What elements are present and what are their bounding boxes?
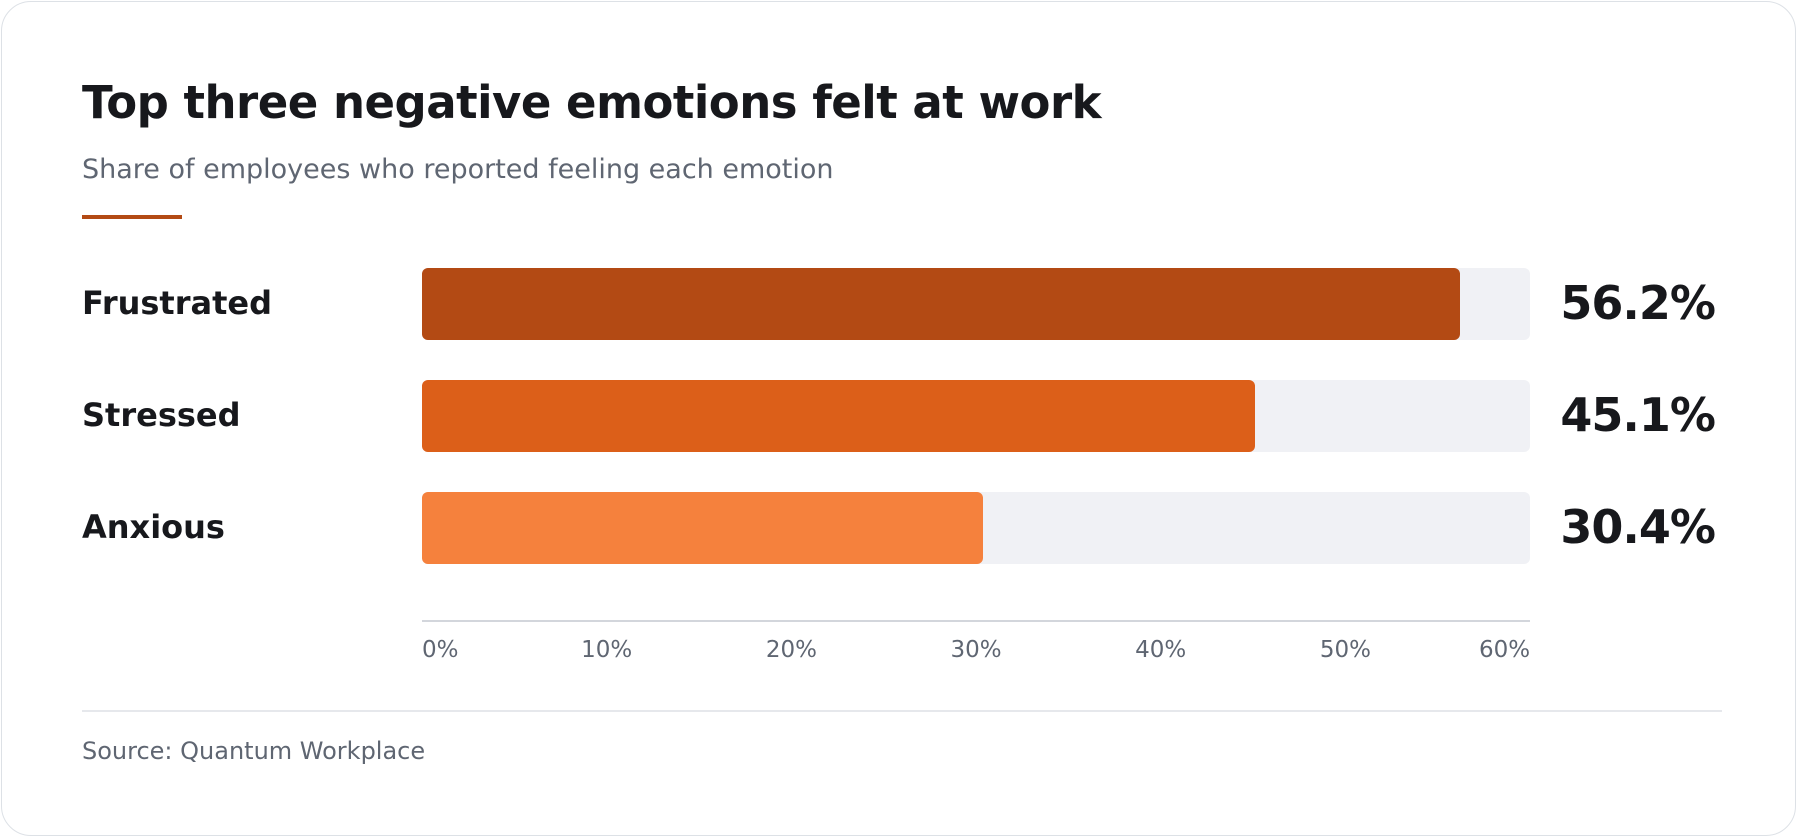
value-label: 56.2% — [1560, 276, 1716, 330]
value-label: 30.4% — [1560, 500, 1716, 554]
bar-anxious — [422, 492, 984, 564]
x-tick-label: 20% — [765, 637, 817, 663]
source-note: Source: Quantum Workplace — [82, 737, 426, 765]
x-axis-line — [422, 620, 1530, 622]
category-label: Stressed — [82, 396, 241, 434]
x-tick-label: 40% — [1135, 637, 1187, 663]
category-label: Frustrated — [82, 284, 272, 322]
chart-subtitle: Share of employees who reported feeling … — [82, 154, 834, 185]
x-tick-label: 60% — [1479, 637, 1531, 663]
x-tick-label: 10% — [581, 637, 633, 663]
footer-divider — [82, 710, 1722, 712]
value-label: 45.1% — [1560, 388, 1716, 442]
x-tick-label: 50% — [1319, 637, 1371, 663]
bar-frustrated — [422, 268, 1460, 340]
title-accent-rule — [82, 215, 182, 219]
x-tick-label: 30% — [950, 637, 1002, 663]
category-label: Anxious — [82, 508, 225, 546]
x-tick-label: 0% — [422, 637, 459, 663]
bar-stressed — [422, 380, 1255, 452]
chart-title: Top three negative emotions felt at work — [82, 76, 1102, 129]
